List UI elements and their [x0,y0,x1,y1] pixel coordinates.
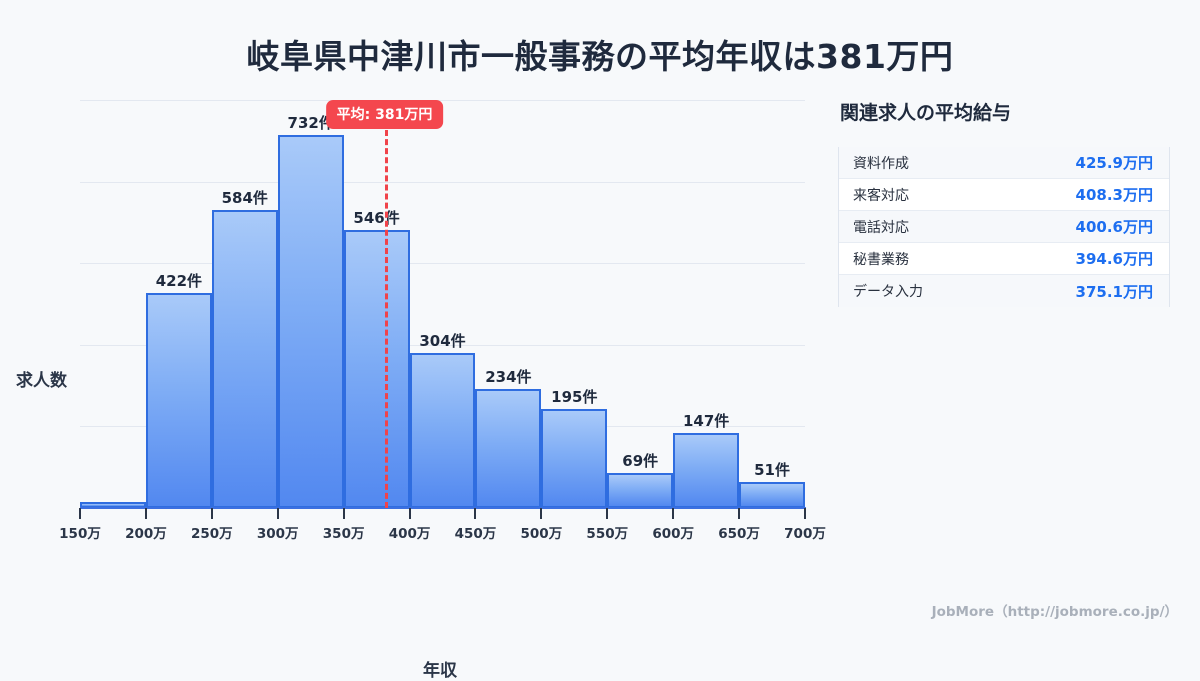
bar [541,408,608,508]
x-axis-tick-label: 600万 [652,526,695,542]
bar [739,482,805,508]
related-salary-value: 400.6万円 [1075,218,1153,236]
bar [607,472,674,508]
gridline [80,344,805,346]
x-axis-tick-label: 300万 [256,526,299,542]
x-axis-title: 年収 [423,661,457,681]
x-axis-tick-mark [804,508,806,519]
footer-attribution: JobMore（http://jobmore.co.jp/） [931,604,1178,620]
related-salary-label: 資料作成 [853,155,909,172]
related-salary-value: 408.3万円 [1075,186,1153,204]
x-axis-tick-mark [144,508,147,519]
x-axis-tick-mark [210,508,213,519]
related-salary-label: 来客対応 [853,187,909,204]
bar-value-label: 69件 [622,451,659,470]
bar-value-label: 234件 [485,367,532,386]
bar-value-label: 195件 [551,387,598,406]
x-axis-tick-label: 550万 [586,526,629,542]
average-badge: 平均: 381万円 [325,100,444,129]
bar-value-label: 147件 [682,412,730,431]
bar-value-label: 51件 [754,460,790,479]
bar-value-label: 732件 [287,113,334,132]
bar [277,134,344,508]
table-row: 秘書業務 394.6万円 [839,243,1169,275]
x-axis-tick-label: 400万 [388,526,431,542]
x-axis-tick-label: 150万 [59,526,101,542]
x-axis-tick-label: 500万 [520,526,563,542]
related-salary-panel: 関連求人の平均給与 資料作成 425.9万円来客対応 408.3万円電話対応 400.… [838,98,1186,307]
bar [211,210,278,508]
related-salary-label: 秘書業務 [853,251,909,268]
x-axis-tick-mark [79,508,81,519]
bar-value-label: 422件 [155,271,203,290]
x-axis-tick-mark [342,508,345,519]
bar-value-label: 304件 [419,331,466,350]
gridline [80,263,805,265]
x-axis-tick-label: 250万 [190,526,233,542]
y-axis-title: 求人数 [16,371,67,391]
x-axis-tick-label: 700万 [784,526,826,542]
bar-value-label: 584件 [221,189,268,208]
x-axis-tick-label: 350万 [322,526,365,542]
related-salary-title: 関連求人の平均給与 [840,102,1012,124]
x-axis-tick-label: 200万 [125,526,167,542]
histogram-chart: 求人数 422件 584件 732件 546件 304件 234件 195件 69件 147件 5… [0,88,826,681]
average-line [384,130,388,508]
related-salary-value: 394.6万円 [1075,250,1153,268]
related-salary-label: 電話対応 [853,219,909,236]
table-row: 電話対応 400.6万円 [839,211,1169,243]
x-axis-tick-mark [540,508,543,519]
plot-area: 422件 584件 732件 546件 304件 234件 195件 69件 147件 51件 1… [59,100,826,542]
x-axis-tick-mark [606,508,609,519]
x-axis-baseline [80,507,806,509]
bar [409,352,476,508]
bar [673,433,740,508]
x-axis-tick-mark [408,508,411,519]
related-salary-value: 425.9万円 [1075,154,1153,172]
bar [145,292,212,508]
x-axis-tick-mark [672,508,675,519]
x-axis-tick-mark [738,508,741,519]
gridline [80,181,805,183]
related-salary-table: 資料作成 425.9万円来客対応 408.3万円電話対応 400.6万円秘書業務 394… [838,147,1170,307]
x-axis-tick-label: 450万 [454,526,497,542]
table-row: 来客対応 408.3万円 [839,179,1169,211]
bar [475,388,542,508]
table-row: データ入力 375.1万円 [839,275,1169,307]
bar-series: 422件 584件 732件 546件 304件 234件 195件 69件 147件 51件 [80,100,805,508]
gridline [80,100,805,101]
table-row: 資料作成 425.9万円 [839,147,1169,179]
x-axis-tick-mark [276,508,279,519]
bar-value-label: 546件 [353,208,400,227]
related-salary-label: データ入力 [853,284,923,300]
x-axis-tick-mark [474,508,477,519]
page-title: 岐阜県中津川市一般事務の平均年収は381万円 [246,37,954,76]
x-axis-tick-label: 650万 [718,526,760,542]
bar [343,229,410,508]
related-salary-value: 375.1万円 [1075,282,1153,301]
